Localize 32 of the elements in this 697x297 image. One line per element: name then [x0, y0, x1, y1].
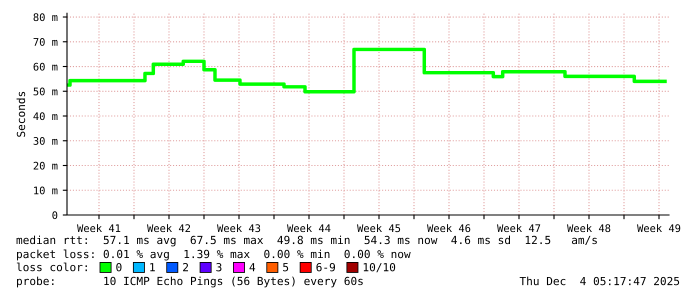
legend-label: 4	[250, 263, 256, 272]
x-tick-label: Week 48	[567, 224, 610, 232]
text: packet loss: 0.01 % avg 1.39 % max 0.00 % min 0.00 % now	[17, 250, 411, 260]
legend-label: 10/10	[364, 262, 396, 272]
y-tick-label: 50 m	[34, 88, 58, 96]
x-tick-label: Week 49	[637, 224, 680, 232]
x-tick-label: Week 41	[77, 224, 120, 232]
text: Thu Dec 4 05:17:47 2025	[520, 276, 680, 286]
legend-label: 3	[216, 262, 222, 272]
y-tick-label: 10 m	[34, 186, 58, 194]
y-tick-label: 30 m	[34, 137, 58, 145]
x-tick-label: Week 43	[217, 224, 260, 232]
text: probe: 10 ICMP Echo Pings (56 Bytes) every 60s	[17, 276, 363, 288]
x-tick-label: Week 45	[357, 224, 400, 232]
y-tick-label: 40 m	[33, 112, 58, 120]
legend-label: 6-9	[316, 262, 336, 272]
y-tick-label: 70 m	[34, 38, 58, 46]
text: median rtt: 57.1 ms avg 67.5 ms max 49.8 ms min 54.3 ms now 4.6 ms sd 12.5 am/s	[16, 236, 597, 246]
y-axis-title: Seconds	[16, 92, 26, 137]
y-tick-label: 80 m	[34, 13, 58, 22]
legend-label: 5	[283, 263, 288, 272]
legend-title: loss color:	[16, 262, 87, 272]
legend-label: 2	[183, 262, 188, 272]
legend-label: 0	[116, 262, 122, 272]
legend-label: 1	[150, 263, 155, 272]
y-tick-label: 60 m	[34, 62, 58, 71]
y-tick-label: 20 m	[34, 162, 58, 170]
x-tick-label: Week 44	[287, 224, 330, 232]
x-tick-label: Week 46	[427, 224, 470, 232]
x-tick-label: Week 47	[497, 224, 540, 232]
x-tick-label: Week 42	[147, 224, 190, 232]
y-tick-label: 0	[52, 211, 58, 220]
